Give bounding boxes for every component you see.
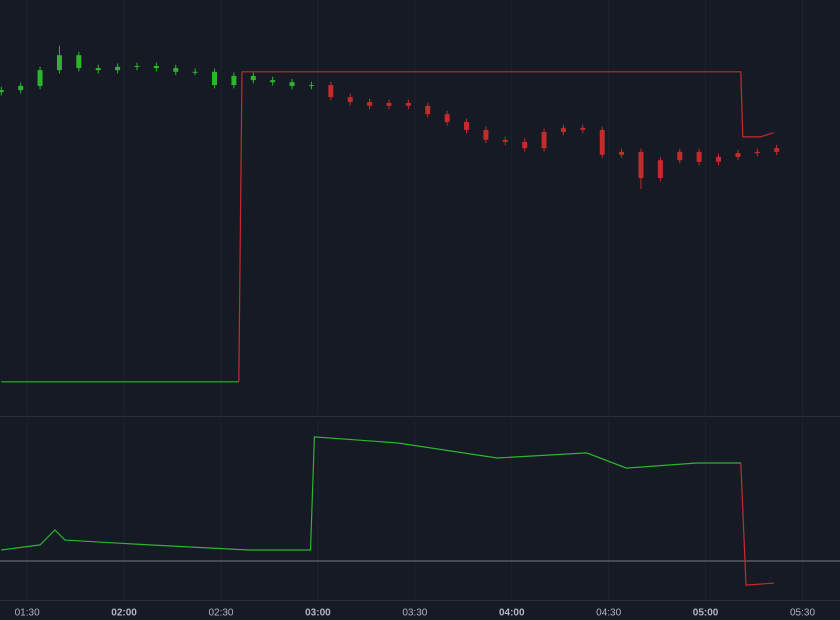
line-series <box>740 462 774 586</box>
x-tick-label: 01:30 <box>15 608 40 619</box>
candle-body <box>212 71 218 86</box>
candle-body <box>0 90 4 93</box>
candle-body <box>56 55 62 71</box>
candle-body <box>308 85 314 87</box>
candle-body <box>774 148 780 152</box>
candle-body <box>541 131 547 149</box>
candle-body <box>638 151 644 179</box>
x-tick-label: 04:30 <box>596 608 621 619</box>
candle-body <box>599 129 605 155</box>
candle-body <box>134 65 140 67</box>
candle-body <box>76 55 82 69</box>
x-tick-label: 05:30 <box>790 608 815 619</box>
candle-body <box>716 156 722 162</box>
candle-body <box>367 102 373 106</box>
candle-body <box>580 127 586 130</box>
candle-body <box>250 75 256 81</box>
candle-body <box>444 114 450 123</box>
candle-body <box>37 70 43 86</box>
candle-body <box>425 105 431 115</box>
candle-body <box>173 68 179 72</box>
candle-body <box>153 65 159 69</box>
candle-body <box>483 129 489 140</box>
x-tick-label: 03:30 <box>402 608 427 619</box>
candle-body <box>289 82 295 86</box>
candle-body <box>192 71 198 73</box>
line-series <box>1 436 741 551</box>
candle-body <box>754 151 760 154</box>
x-tick-label: 02:00 <box>111 608 137 619</box>
candle-body <box>696 151 702 162</box>
candle-body <box>677 151 683 161</box>
candle-body <box>270 80 276 83</box>
x-tick-label: 05:00 <box>693 608 719 619</box>
candle-body <box>735 153 741 157</box>
x-tick-label: 03:00 <box>305 608 331 619</box>
x-tick-label: 02:30 <box>208 608 233 619</box>
candle-body <box>405 102 411 106</box>
candle-body <box>560 127 566 132</box>
candle-body <box>231 75 237 86</box>
candle-body <box>95 68 101 71</box>
candle-body <box>522 141 528 149</box>
candle-body <box>657 160 663 179</box>
line-series <box>238 71 774 382</box>
candle-body <box>386 102 392 106</box>
candle-body <box>115 66 121 71</box>
candle-body <box>18 85 24 91</box>
x-tick-label: 04:00 <box>499 608 525 619</box>
candle-body <box>502 139 508 142</box>
candle-body <box>328 85 334 98</box>
candle-body <box>347 97 353 103</box>
candle-body <box>464 122 470 130</box>
candle-body <box>619 151 625 155</box>
